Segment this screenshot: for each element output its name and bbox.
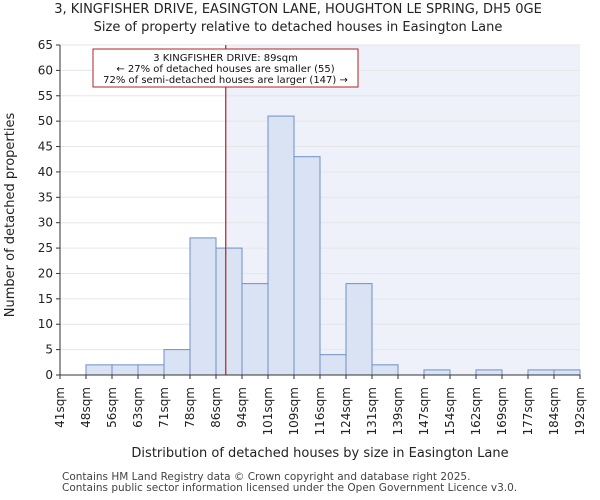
annotation-box: 3 KINGFISHER DRIVE: 89sqm ← 27% of detac… xyxy=(92,48,359,88)
bar-116sqm xyxy=(319,354,347,376)
x-tick-label: 63sqm xyxy=(131,387,145,428)
annotation-line-2: ← 27% of detached houses are smaller (55… xyxy=(116,64,334,75)
bar-86sqm xyxy=(215,247,243,376)
y-tick-label: 65 xyxy=(38,38,53,52)
x-tick-label: 139sqm xyxy=(391,387,405,435)
annotation-line-1: 3 KINGFISHER DRIVE: 89sqm xyxy=(153,53,298,64)
bar-147sqm xyxy=(423,369,451,376)
y-axis-label: Number of detached properties xyxy=(3,113,18,318)
x-tick-label: 109sqm xyxy=(287,387,301,435)
plot-area: 0 5 10 15 20 25 30 35 40 45 50 55 60 65 41sqm 48sqm 56sq… xyxy=(38,38,587,435)
y-tick-label: 50 xyxy=(38,114,53,128)
y-tick-label: 10 xyxy=(38,317,53,331)
chart-subtitle: Size of property relative to detached ho… xyxy=(94,20,503,35)
x-tick-label: 56sqm xyxy=(105,387,119,428)
bar-177sqm xyxy=(527,369,555,376)
x-tick-label: 154sqm xyxy=(443,387,457,435)
x-tick-label: 94sqm xyxy=(235,387,249,428)
x-tick-label: 116sqm xyxy=(313,387,327,435)
y-tick-label: 55 xyxy=(38,89,53,103)
y-tick-label: 45 xyxy=(38,140,53,154)
x-tick-label: 177sqm xyxy=(521,387,535,435)
y-tick-label: 25 xyxy=(38,241,53,255)
y-tick-label: 60 xyxy=(38,63,53,77)
bar-94sqm xyxy=(241,283,269,376)
y-tick-label: 20 xyxy=(38,266,53,280)
x-tick-label: 162sqm xyxy=(469,387,483,435)
bar-56sqm xyxy=(111,364,139,376)
x-tick-label: 184sqm xyxy=(547,387,561,435)
bar-109sqm xyxy=(293,156,321,376)
bar-48sqm xyxy=(85,364,113,376)
x-tick-label: 147sqm xyxy=(417,387,431,435)
x-tick-label: 78sqm xyxy=(183,387,197,428)
x-tick-label: 71sqm xyxy=(157,387,171,428)
annotation-frame xyxy=(92,48,359,88)
bar-162sqm xyxy=(475,369,503,376)
x-tick-label: 41sqm xyxy=(53,387,67,428)
y-tick-label: 30 xyxy=(38,216,53,230)
bar-184sqm xyxy=(553,369,581,376)
bar-131sqm xyxy=(371,364,399,376)
x-tick-label: 48sqm xyxy=(79,387,93,428)
bar-101sqm xyxy=(267,115,295,376)
x-axis-label: Distribution of detached houses by size … xyxy=(131,446,508,461)
footer-line-1: Contains HM Land Registry data © Crown c… xyxy=(62,471,471,483)
chart-title: 3, KINGFISHER DRIVE, EASINGTON LANE, HOU… xyxy=(54,2,542,17)
annotation-line-3: 72% of semi-detached houses are larger (… xyxy=(103,75,348,86)
x-tick-label: 169sqm xyxy=(495,387,509,435)
x-tick-label: 86sqm xyxy=(209,387,223,428)
y-tick-label: 5 xyxy=(45,343,53,357)
footer-line-2: Contains public sector information licen… xyxy=(62,482,518,494)
y-tick-label: 15 xyxy=(38,292,53,306)
y-tick-label: 40 xyxy=(38,165,53,179)
x-tick-label: 192sqm xyxy=(573,387,587,435)
bar-63sqm xyxy=(137,364,165,376)
x-tick-label: 131sqm xyxy=(365,387,379,435)
y-tick-label: 0 xyxy=(45,368,53,382)
bar-71sqm xyxy=(163,349,191,376)
x-tick-label: 124sqm xyxy=(339,387,353,435)
bar-124sqm xyxy=(345,283,373,376)
y-tick-label: 35 xyxy=(38,190,53,204)
x-tick-label: 101sqm xyxy=(261,387,275,435)
bar-78sqm xyxy=(189,237,217,376)
